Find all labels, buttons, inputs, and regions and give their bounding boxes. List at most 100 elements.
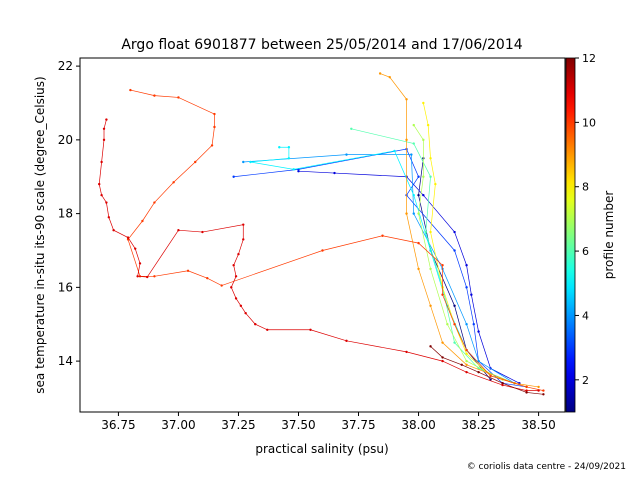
profile-line bbox=[351, 128, 515, 384]
profile-point bbox=[234, 297, 238, 300]
profile-point bbox=[537, 385, 540, 389]
profile-point bbox=[345, 153, 348, 156]
profile-point bbox=[465, 264, 468, 267]
profile-point bbox=[146, 275, 149, 279]
profile-point bbox=[102, 127, 106, 130]
profile-point bbox=[393, 149, 396, 153]
profile-point bbox=[242, 223, 245, 226]
profile-point bbox=[465, 286, 468, 289]
profile-point bbox=[489, 378, 492, 381]
profile-point bbox=[426, 123, 430, 127]
profile-point bbox=[254, 323, 257, 326]
profile-point bbox=[213, 112, 216, 116]
profile-point bbox=[381, 234, 384, 237]
y-axis-label: sea temperature in-situ its-90 scale (de… bbox=[33, 76, 47, 393]
profile-point bbox=[292, 168, 295, 171]
profile-point bbox=[206, 276, 209, 280]
y-tick-label: 14 bbox=[58, 354, 73, 368]
y-tick-label: 20 bbox=[58, 133, 73, 147]
profile-point bbox=[465, 363, 468, 366]
profile-point bbox=[429, 345, 432, 348]
profile-point bbox=[105, 118, 108, 121]
profile-point bbox=[422, 138, 425, 142]
profile-point bbox=[239, 304, 243, 307]
x-tick-label: 38.50 bbox=[521, 418, 555, 432]
profile-point bbox=[429, 230, 432, 234]
profile-line bbox=[233, 148, 527, 388]
colorbar-label: profile number bbox=[602, 191, 616, 280]
profile-line bbox=[422, 102, 527, 388]
colorbar-tick-label: 6 bbox=[582, 245, 589, 258]
profile-point bbox=[136, 275, 139, 278]
profile-point bbox=[537, 389, 540, 392]
profile-point bbox=[405, 212, 408, 215]
y-tick-label: 22 bbox=[58, 59, 73, 73]
y-tick-label: 18 bbox=[58, 207, 73, 221]
profile-point bbox=[422, 175, 425, 178]
profile-point bbox=[134, 247, 137, 250]
profile-point bbox=[177, 96, 180, 99]
profile-point bbox=[446, 323, 449, 326]
profile-point bbox=[453, 341, 456, 344]
profile-point bbox=[321, 249, 324, 252]
profile-point bbox=[213, 125, 216, 129]
profile-point bbox=[412, 193, 415, 197]
profile-point bbox=[100, 160, 103, 164]
profile-line bbox=[250, 146, 515, 384]
profile-point bbox=[412, 142, 415, 145]
profile-point bbox=[237, 252, 240, 256]
profile-point bbox=[470, 293, 473, 296]
footer: © coriolis data centre - 24/09/2021 bbox=[467, 462, 626, 472]
profile-point bbox=[489, 374, 492, 378]
x-tick-label: 38.00 bbox=[401, 418, 435, 432]
x-axis-label: practical salinity (psu) bbox=[255, 442, 388, 456]
profile-point bbox=[477, 359, 480, 363]
profile-point bbox=[465, 370, 468, 374]
profile-point bbox=[417, 267, 420, 271]
profile-point bbox=[429, 304, 432, 307]
profile-point bbox=[230, 286, 233, 289]
profile-point bbox=[107, 216, 111, 219]
profile-point bbox=[378, 72, 382, 75]
profile-point bbox=[453, 323, 456, 326]
profile-point bbox=[112, 229, 115, 232]
profile-point bbox=[542, 389, 545, 392]
colorbar-tick-label: 4 bbox=[582, 309, 589, 322]
profile-point bbox=[453, 249, 456, 252]
colorbar-tick-label: 2 bbox=[582, 374, 589, 387]
profile-point bbox=[186, 269, 190, 272]
profile-point bbox=[232, 175, 235, 178]
plot-area bbox=[98, 72, 545, 396]
x-tick-label: 37.00 bbox=[161, 418, 195, 432]
profile-point bbox=[441, 341, 444, 344]
profile-point bbox=[501, 383, 504, 387]
profile-point bbox=[100, 193, 103, 197]
profile-point bbox=[525, 385, 528, 389]
colorbar-tick-label: 12 bbox=[582, 52, 596, 65]
profile-point bbox=[287, 146, 291, 149]
colorbar-tick-label: 10 bbox=[582, 116, 596, 129]
profile-point bbox=[465, 348, 468, 352]
profile-point bbox=[525, 391, 528, 394]
profile-point bbox=[153, 201, 156, 204]
profile-point bbox=[501, 382, 504, 385]
profile-point bbox=[417, 175, 420, 178]
profile-point bbox=[460, 363, 463, 366]
profile-point bbox=[105, 201, 108, 204]
profile-point bbox=[422, 101, 425, 105]
profile-point bbox=[453, 304, 456, 307]
profile-point bbox=[249, 160, 252, 164]
profile-point bbox=[141, 219, 144, 223]
profile-point bbox=[278, 146, 281, 149]
profile-point bbox=[410, 153, 413, 156]
colorbar-tick-label: 8 bbox=[582, 181, 589, 194]
profile-point bbox=[441, 359, 444, 363]
profile-point bbox=[129, 88, 132, 92]
profile-point bbox=[210, 144, 214, 147]
profile-point bbox=[465, 323, 468, 326]
profile-point bbox=[220, 284, 223, 287]
profile-point bbox=[424, 230, 427, 234]
profile-point bbox=[232, 264, 235, 267]
profile-line bbox=[127, 89, 544, 391]
